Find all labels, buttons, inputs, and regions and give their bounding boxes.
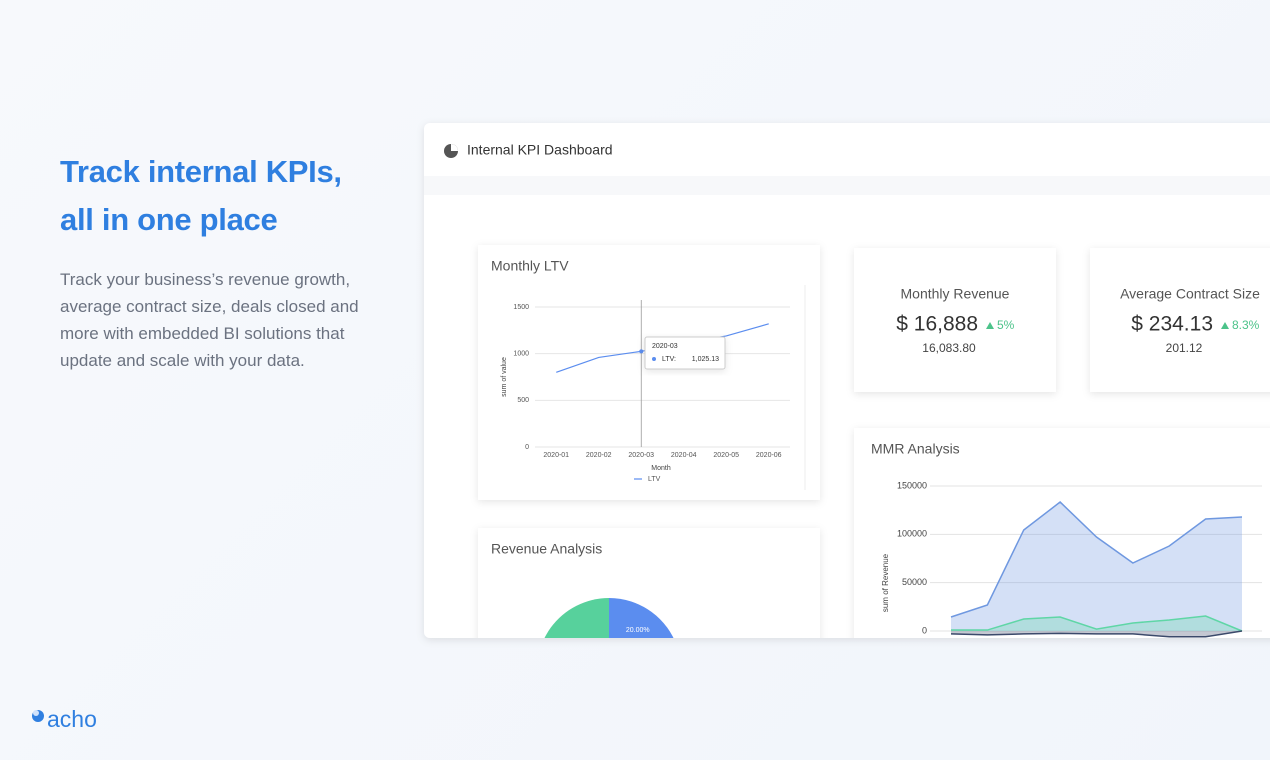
y-tick-label: 100000 (897, 529, 927, 539)
y-tick-label: 150000 (897, 480, 927, 490)
y-axis-label: sum of value (501, 357, 508, 397)
line (950, 630, 1243, 638)
description: average contract size, deals closed and (60, 297, 359, 316)
dashboard-content: Internal KPI Dashboard 20.00% Monthly Re… (424, 142, 1270, 638)
y-tick-label: 0 (525, 444, 529, 451)
description: update and scale with your data. (60, 351, 305, 370)
y-tick-label: 1500 (513, 304, 529, 311)
kpi-value: $ 234.13 (1131, 313, 1213, 336)
y-tick-label: 0 (922, 625, 927, 635)
y-tick-label: 50000 (902, 577, 927, 587)
tooltip-label: LTV: (662, 356, 676, 363)
pie-slice (537, 598, 609, 638)
kpi-value: $ 16,888 (896, 313, 978, 336)
header-divider (424, 176, 1270, 195)
description: Track your business’s revenue growth, (60, 270, 351, 289)
up-arrow (1221, 322, 1229, 329)
x-tick-label: 2020-05 (713, 452, 739, 459)
slice-label: 20.00% (626, 627, 650, 634)
card (854, 248, 1056, 392)
y-tick-label: 1000 (513, 351, 529, 358)
kpi-title: Average Contract Size (1120, 286, 1260, 302)
kpi-previous: 16,083.80 (922, 341, 976, 355)
x-tick-label: 2020-03 (628, 452, 654, 459)
logo: acho (47, 706, 97, 732)
tooltip-value: 1,025.13 (692, 356, 719, 363)
x-tick-label: 2020-06 (756, 452, 782, 459)
up-arrow (986, 322, 994, 329)
y-tick-label: 500 (517, 397, 529, 404)
card (1090, 248, 1270, 392)
x-axis-label: Month (651, 465, 671, 472)
kpi-previous: 201.12 (1166, 341, 1203, 355)
line (950, 501, 1243, 618)
chart-title: MMR Analysis (871, 441, 960, 457)
headline: all in one place (60, 202, 278, 237)
x-tick-label: 2020-01 (543, 452, 569, 459)
tooltip-title: 2020-03 (652, 343, 678, 350)
chart-title: Monthly LTV (491, 258, 569, 274)
logo-icon (33, 710, 39, 716)
dashboard-icon (451, 144, 458, 151)
area (951, 502, 1242, 631)
x-tick-label: 2020-02 (586, 452, 612, 459)
description: more with embedded BI solutions that (60, 324, 345, 343)
dashboard-title: Internal KPI Dashboard (467, 142, 613, 158)
point (639, 349, 644, 354)
chart-title: Revenue Analysis (491, 541, 602, 557)
pie-slice (609, 598, 678, 638)
legend-label: LTV (648, 476, 661, 483)
x-tick-label: 2020-04 (671, 452, 697, 459)
card (854, 428, 1270, 638)
kpi-change: 5% (997, 318, 1015, 332)
kpi-change: 8.3% (1232, 318, 1260, 332)
pie-chart: 20.00% (537, 598, 678, 638)
y-axis-label: sum of Revenue (881, 553, 890, 612)
card (478, 245, 820, 500)
tooltip-dot (652, 357, 656, 361)
headline: Track internal KPIs, (60, 154, 342, 189)
line (951, 615, 1243, 632)
tooltip (644, 336, 726, 370)
kpi-title: Monthly Revenue (901, 286, 1010, 302)
